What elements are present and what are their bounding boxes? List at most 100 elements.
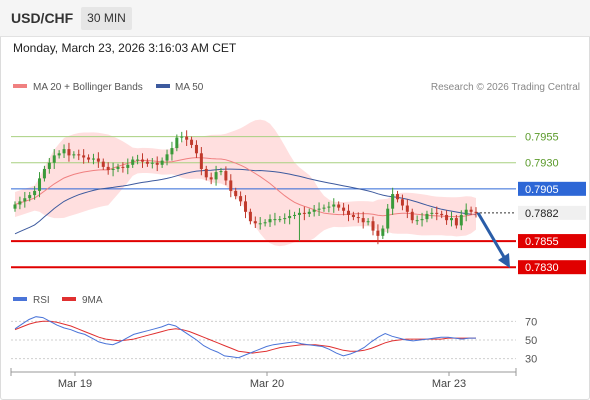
candle-body xyxy=(47,162,51,169)
candle-body xyxy=(13,204,17,209)
candle-body xyxy=(87,157,91,160)
candle-body xyxy=(38,178,42,191)
candle-body xyxy=(273,219,277,221)
candle-body xyxy=(57,153,61,156)
level-label-0.7955: 0.7955 xyxy=(525,132,559,144)
x-tick-label: Mar 23 xyxy=(432,378,466,390)
candle-body xyxy=(204,168,208,178)
candle-body xyxy=(332,204,336,207)
candle-body xyxy=(278,219,282,221)
candle-body xyxy=(454,218,458,226)
candle-body xyxy=(150,162,154,164)
candle-body xyxy=(366,221,370,223)
rsi-tick-50: 50 xyxy=(525,335,537,347)
candle-body xyxy=(101,161,105,167)
candle-body xyxy=(445,214,449,221)
candle-body xyxy=(239,196,243,202)
candle-body xyxy=(263,222,267,224)
candle-body xyxy=(219,171,223,173)
candle-body xyxy=(430,212,434,214)
candle-body xyxy=(33,190,37,196)
candle-body xyxy=(199,153,203,169)
candle-body xyxy=(52,155,56,163)
rsi-ma-legend-label: 9MA xyxy=(82,295,103,306)
candle-body xyxy=(400,199,404,206)
candle-body xyxy=(145,161,149,164)
candle-body xyxy=(67,149,71,156)
candle-body xyxy=(440,213,444,215)
candle-body xyxy=(190,139,194,145)
candle-body xyxy=(136,159,140,161)
level-tag-0.7905 xyxy=(518,181,586,196)
candle-body xyxy=(96,158,100,162)
candle-body xyxy=(435,212,439,214)
level-label-0.7905: 0.7905 xyxy=(525,184,559,196)
candle-body xyxy=(420,219,424,221)
rsi-line xyxy=(14,316,476,359)
candle-body xyxy=(449,218,453,221)
candle-body xyxy=(288,215,292,219)
candle-body xyxy=(214,172,218,180)
level-tag-0.7830 xyxy=(518,260,586,275)
candle-body xyxy=(459,214,463,226)
rsi-tick-30: 30 xyxy=(525,354,537,366)
candle-body xyxy=(297,212,301,215)
ma20-line xyxy=(14,157,477,218)
candle-body xyxy=(244,201,247,212)
candle-body xyxy=(302,212,306,214)
candle-body xyxy=(307,211,311,214)
candle-body xyxy=(258,223,262,225)
candle-body xyxy=(376,230,380,236)
candle-body xyxy=(464,209,468,215)
candle-body xyxy=(361,218,365,223)
x-tick-label: Mar 20 xyxy=(250,378,284,390)
candle-body xyxy=(170,148,174,155)
candle-body xyxy=(410,211,414,221)
bb-legend-swatch xyxy=(13,84,27,88)
rsi-tick-70: 70 xyxy=(525,316,537,328)
level-tag-0.7882 xyxy=(518,205,586,220)
candle-body xyxy=(77,154,81,156)
candle-body xyxy=(268,219,272,223)
forecast-arrow-head xyxy=(498,253,510,269)
candle-body xyxy=(229,180,233,191)
candle-body xyxy=(293,214,297,216)
candle-body xyxy=(131,159,135,165)
candle-body xyxy=(234,190,238,197)
candle-body xyxy=(116,166,120,169)
ma50-line xyxy=(14,168,477,235)
candle-body xyxy=(342,207,346,211)
candle-body xyxy=(42,168,46,179)
candle-body xyxy=(351,214,355,218)
candle-body xyxy=(175,137,179,149)
candle-body xyxy=(283,218,287,220)
level-label-0.7930: 0.7930 xyxy=(525,158,559,170)
forecast-arrow-shaft xyxy=(476,212,506,258)
candle-body xyxy=(224,171,228,181)
level-label-0.7882: 0.7882 xyxy=(525,208,559,220)
candle-body xyxy=(23,198,27,202)
candle-body xyxy=(126,164,130,168)
candle-body xyxy=(381,228,385,236)
chart-header: USD/CHF 30 MIN xyxy=(0,0,590,37)
x-tick-label: Mar 19 xyxy=(58,378,92,390)
bb-legend-label: MA 20 + Bollinger Bands xyxy=(33,82,143,93)
candle-body xyxy=(121,166,125,168)
candle-body xyxy=(185,136,189,140)
candle-body xyxy=(106,166,110,171)
candle-body xyxy=(469,209,473,212)
timeframe-button[interactable]: 30 MIN xyxy=(81,7,132,30)
candle-body xyxy=(317,208,321,210)
credit-text: Research © 2026 Trading Central xyxy=(431,82,580,93)
candle-body xyxy=(474,211,478,213)
candle-body xyxy=(415,220,419,222)
candle-body xyxy=(180,136,184,138)
rsi-legend-swatch xyxy=(13,297,27,301)
candle-body xyxy=(327,206,331,208)
candle-body xyxy=(425,213,429,220)
symbol-title: USD/CHF xyxy=(11,10,74,26)
ma50-legend-label: MA 50 xyxy=(175,82,204,93)
candle-body xyxy=(194,144,198,154)
level-tag-0.7855 xyxy=(518,234,586,249)
